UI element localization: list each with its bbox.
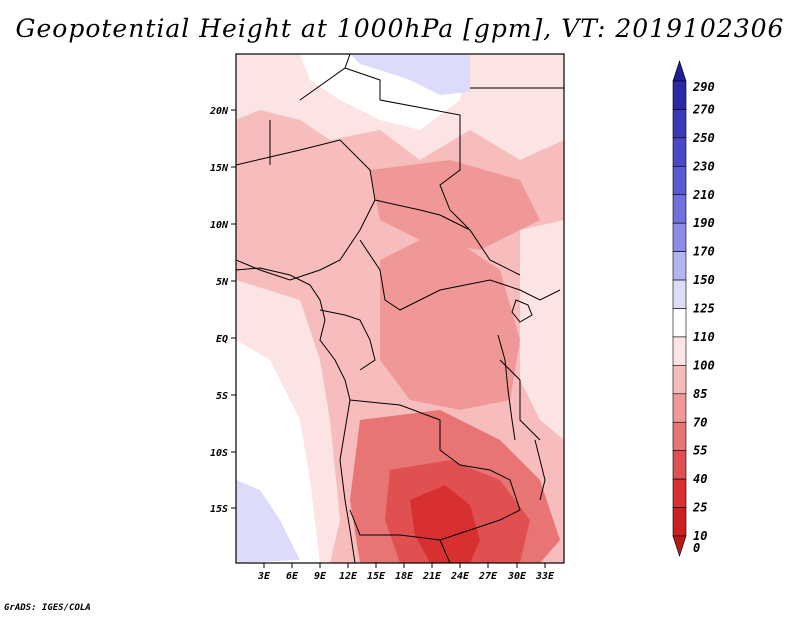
colorbar-level-label: 40 xyxy=(693,472,707,486)
colorbar-level-label: 110 xyxy=(693,330,715,344)
lon-label-24e: 24E xyxy=(450,571,470,582)
colorbar-swatch xyxy=(672,80,687,110)
border-line-9 xyxy=(349,399,521,541)
colorbar-level-label: 85 xyxy=(693,387,707,401)
colorbar-level-label: 290 xyxy=(692,80,715,94)
colorbar-level-label: 210 xyxy=(692,188,715,202)
lon-label-21e: 21E xyxy=(422,571,442,582)
colorbar: 2902702502302101901701501251101008570554… xyxy=(672,60,715,557)
lat-tick-labels: 20N 15N 10N 5N EQ 5S 10S 15S xyxy=(209,106,229,515)
lat-tick-marks xyxy=(231,109,236,509)
lat-label-10s: 10S xyxy=(210,448,228,459)
colorbar-swatch xyxy=(672,194,687,224)
lon-label-27e: 27E xyxy=(478,571,498,582)
colorbar-level-label: 250 xyxy=(692,131,715,145)
colorbar-swatch xyxy=(672,478,687,508)
colorbar-level-label: 100 xyxy=(693,358,715,372)
coastline xyxy=(236,267,546,563)
field-southwest-blue xyxy=(236,480,300,563)
lat-label-15s: 15S xyxy=(210,504,228,515)
field-north-blue xyxy=(350,54,470,95)
field-north-mid xyxy=(370,160,540,250)
colorbar-swatch xyxy=(672,279,687,309)
lon-label-18e: 18E xyxy=(395,571,414,582)
country-borders xyxy=(236,54,564,563)
coastline-west xyxy=(236,267,356,563)
lon-tick-labels: 3E 6E 9E 12E 15E 18E 21E 24E 27E 30E 33E xyxy=(257,571,555,582)
colorbar-swatch xyxy=(672,507,687,537)
lon-label-30e: 30E xyxy=(507,571,527,582)
lat-label-15n: 15N xyxy=(210,163,229,174)
lon-label-33e: 33E xyxy=(535,571,555,582)
colorbar-swatch xyxy=(672,336,687,366)
colorbar-level-label: 150 xyxy=(693,273,715,287)
lake-victoria xyxy=(511,299,533,323)
colorbar-swatch xyxy=(672,137,687,167)
lat-label-20n: 20N xyxy=(209,106,229,117)
colorbar-level-label: 55 xyxy=(693,444,707,458)
map-frame xyxy=(235,53,565,564)
colorbar-level-label: 190 xyxy=(693,216,715,230)
colorbar-swatch xyxy=(672,393,687,423)
map-title: Geopotential Height at 1000hPa [gpm], VT… xyxy=(15,14,785,43)
lon-tick-marks xyxy=(263,563,546,568)
border-line-4 xyxy=(236,139,376,281)
colorbar-swatch xyxy=(672,251,687,281)
border-line-11 xyxy=(499,359,541,441)
colorbar-swatch xyxy=(672,60,687,82)
colorbar-swatch xyxy=(672,166,687,196)
lat-label-5n: 5N xyxy=(216,277,229,288)
border-line-7 xyxy=(359,239,561,311)
colorbar-swatch xyxy=(672,308,687,338)
colorbar-level-label: 10 xyxy=(693,529,707,543)
lon-label-3e: 3E xyxy=(257,571,271,582)
border-line-10 xyxy=(439,539,451,563)
colorbar-swatch xyxy=(672,450,687,480)
colorbar-level-label: 70 xyxy=(693,415,707,429)
colorbar-level-label: 230 xyxy=(692,159,715,173)
border-line-2 xyxy=(344,67,521,276)
colorbar-level-label: 0 xyxy=(693,541,700,555)
lake-malawi xyxy=(534,439,546,501)
colorbar-level-label: 25 xyxy=(692,501,707,515)
lon-label-15e: 15E xyxy=(367,571,386,582)
colorbar-swatch xyxy=(672,109,687,139)
lon-label-9e: 9E xyxy=(314,571,327,582)
map-field xyxy=(236,54,564,563)
colorbar-swatch xyxy=(672,421,687,451)
field-east-light xyxy=(520,220,564,440)
border-line-6 xyxy=(374,199,471,231)
border-line-8 xyxy=(319,309,376,371)
colorbar-level-label: 125 xyxy=(693,302,715,316)
lon-label-12e: 12E xyxy=(339,571,358,582)
colorbar-level-label: 270 xyxy=(692,102,715,116)
colorbar-level-label: 170 xyxy=(693,245,715,259)
colorbar-swatch xyxy=(672,222,687,252)
field-south-deep xyxy=(410,485,480,563)
lat-label-5s: 5S xyxy=(216,391,228,402)
field-central-mid xyxy=(380,230,520,410)
grads-credit: GrADS: IGES/COLA xyxy=(4,603,91,613)
colorbar-swatch xyxy=(672,365,687,395)
lake-tanganyika xyxy=(497,334,516,441)
colorbar-swatch xyxy=(672,535,687,557)
lat-label-eq: EQ xyxy=(216,334,228,345)
lat-label-10n: 10N xyxy=(210,220,229,231)
lon-label-6e: 6E xyxy=(286,571,299,582)
